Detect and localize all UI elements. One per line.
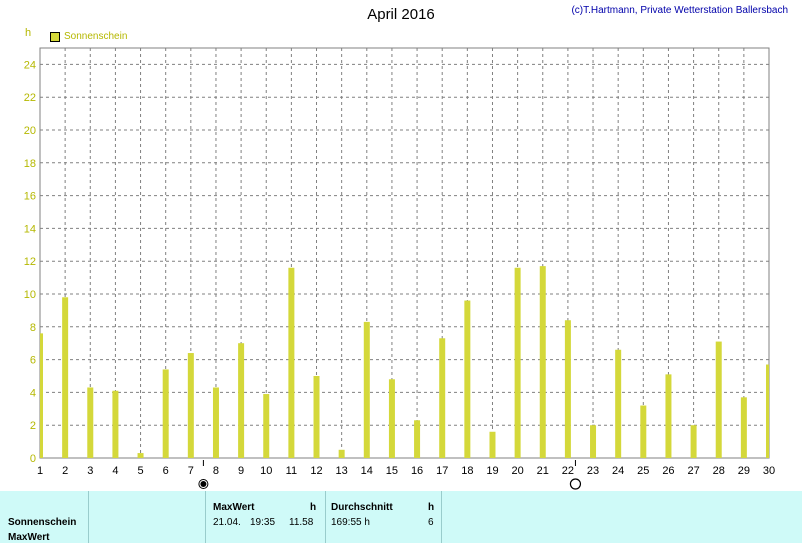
bar bbox=[112, 390, 119, 458]
bar bbox=[464, 300, 471, 458]
x-tick-label: 1 bbox=[37, 465, 43, 477]
max-time: 19:35 bbox=[250, 517, 276, 528]
summary-table: Sonnenschein MaxWert MaxWert h 21.04. 19… bbox=[0, 491, 802, 543]
max-value: 11.58 bbox=[289, 517, 314, 528]
x-tick-label: 9 bbox=[238, 465, 244, 477]
y-tick-label: 22 bbox=[24, 92, 36, 104]
x-tick-label: 15 bbox=[386, 465, 398, 477]
y-tick-label: 2 bbox=[30, 420, 36, 432]
x-tick-label: 20 bbox=[511, 465, 523, 477]
y-tick-label: 18 bbox=[24, 158, 36, 170]
max-header: MaxWert bbox=[213, 502, 255, 513]
y-tick-label: 16 bbox=[24, 191, 36, 203]
credit-text: (c)T.Hartmann, Private Wetterstation Bal… bbox=[571, 5, 788, 16]
bar bbox=[40, 333, 43, 458]
bar bbox=[514, 267, 521, 458]
y-tick-label: 8 bbox=[30, 322, 36, 334]
row-label-sunshine: Sonnenschein bbox=[8, 517, 77, 528]
table-divider bbox=[325, 491, 326, 543]
table-divider bbox=[441, 491, 442, 543]
bar bbox=[238, 343, 245, 458]
bar bbox=[62, 297, 69, 458]
bar bbox=[715, 341, 722, 458]
bar bbox=[414, 420, 421, 458]
x-tick-label: 5 bbox=[137, 465, 143, 477]
bar bbox=[363, 321, 370, 458]
full-moon-icon bbox=[569, 478, 582, 490]
bar bbox=[212, 387, 219, 458]
legend: Sonnenschein bbox=[50, 31, 127, 42]
x-tick-label: 17 bbox=[436, 465, 448, 477]
y-tick-label: 10 bbox=[24, 289, 36, 301]
bar bbox=[539, 266, 546, 458]
bar bbox=[439, 338, 446, 458]
x-tick-label: 6 bbox=[163, 465, 169, 477]
chart-title: April 2016 bbox=[367, 6, 435, 23]
x-tick-label: 22 bbox=[562, 465, 574, 477]
table-divider bbox=[205, 491, 206, 543]
bar bbox=[338, 449, 345, 458]
x-tick-label: 21 bbox=[537, 465, 549, 477]
x-tick-label: 19 bbox=[486, 465, 498, 477]
x-tick-label: 26 bbox=[662, 465, 674, 477]
x-tick-label: 12 bbox=[310, 465, 322, 477]
bar bbox=[615, 349, 622, 458]
x-tick-label: 10 bbox=[260, 465, 272, 477]
bar bbox=[590, 425, 597, 458]
bar bbox=[766, 364, 769, 458]
bar bbox=[313, 376, 320, 458]
avg-value: 6 bbox=[428, 517, 434, 528]
y-axis-unit: h bbox=[25, 27, 32, 39]
x-tick-label: 25 bbox=[637, 465, 649, 477]
max-date: 21.04. bbox=[213, 517, 241, 528]
bar bbox=[690, 425, 697, 458]
bar bbox=[388, 379, 395, 458]
x-tick-label: 16 bbox=[411, 465, 423, 477]
x-tick-label: 3 bbox=[87, 465, 93, 477]
bar bbox=[263, 394, 270, 458]
x-tick-label: 27 bbox=[687, 465, 699, 477]
y-tick-label: 12 bbox=[24, 256, 36, 268]
table-divider bbox=[88, 491, 89, 543]
bar bbox=[187, 353, 194, 458]
x-tick-label: 28 bbox=[713, 465, 725, 477]
bar bbox=[489, 431, 496, 458]
x-tick-label: 11 bbox=[286, 465, 297, 477]
x-tick-label: 30 bbox=[763, 465, 775, 477]
legend-label: Sonnenschein bbox=[64, 31, 128, 42]
x-tick-label: 13 bbox=[336, 465, 348, 477]
y-tick-label: 14 bbox=[24, 223, 36, 235]
bar bbox=[640, 405, 647, 458]
bar bbox=[740, 397, 747, 458]
row-label-maxwert: MaxWert bbox=[8, 532, 50, 543]
y-tick-label: 20 bbox=[24, 125, 36, 137]
x-tick-label: 24 bbox=[612, 465, 624, 477]
x-tick-label: 14 bbox=[361, 465, 373, 477]
avg-header: Durchschnitt bbox=[331, 502, 393, 513]
x-tick-label: 2 bbox=[62, 465, 68, 477]
bar bbox=[288, 267, 295, 458]
x-tick-label: 18 bbox=[461, 465, 473, 477]
y-tick-label: 0 bbox=[30, 453, 36, 465]
x-tick-label: 4 bbox=[112, 465, 118, 477]
new-moon-icon bbox=[200, 481, 207, 487]
plot-area bbox=[39, 47, 770, 459]
y-tick-label: 4 bbox=[30, 387, 36, 399]
avg-total: 169:55 h bbox=[331, 517, 370, 528]
bar bbox=[665, 374, 672, 458]
max-unit: h bbox=[310, 502, 317, 513]
bar bbox=[87, 387, 94, 458]
bar bbox=[162, 369, 169, 458]
bar bbox=[137, 453, 144, 458]
x-tick-label: 23 bbox=[587, 465, 599, 477]
y-tick-label: 6 bbox=[30, 355, 36, 367]
x-tick-label: 29 bbox=[738, 465, 750, 477]
y-tick-label: 24 bbox=[24, 59, 36, 71]
bar bbox=[564, 320, 571, 458]
x-tick-label: 7 bbox=[188, 465, 194, 477]
x-tick-label: 8 bbox=[213, 465, 219, 477]
legend-swatch bbox=[50, 31, 60, 42]
avg-unit: h bbox=[428, 502, 435, 513]
